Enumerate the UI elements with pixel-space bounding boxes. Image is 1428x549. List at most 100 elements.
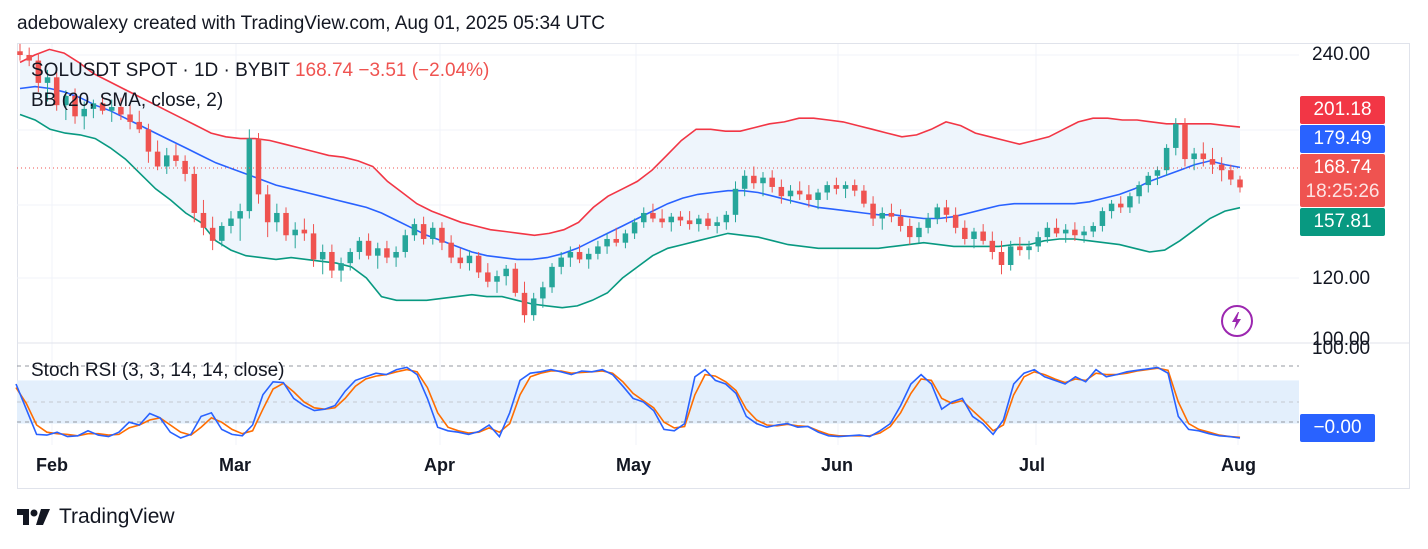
candle-body bbox=[659, 218, 665, 223]
candle-body bbox=[209, 227, 216, 241]
candle bbox=[26, 47, 32, 67]
candle bbox=[595, 240, 601, 260]
candle-body bbox=[962, 227, 968, 239]
candle bbox=[567, 246, 574, 267]
candle-body bbox=[264, 194, 271, 223]
stoch-legend[interactable]: Stoch RSI (3, 3, 14, 14, close) bbox=[31, 360, 285, 381]
candle bbox=[613, 227, 619, 247]
candle bbox=[237, 203, 243, 241]
candle-body bbox=[980, 231, 986, 241]
candle-body bbox=[182, 160, 188, 174]
candle bbox=[760, 172, 766, 197]
candle bbox=[815, 188, 821, 210]
candle bbox=[164, 147, 170, 174]
symbol-legend[interactable]: SOLUSDT SPOT · 1D · BYBIT 168.74 −3.51 (… bbox=[31, 60, 489, 82]
candle-body bbox=[329, 251, 335, 271]
candle-body bbox=[44, 77, 51, 83]
candle-body bbox=[439, 227, 445, 243]
candle bbox=[108, 99, 115, 122]
candle-body bbox=[521, 292, 528, 316]
candle-body bbox=[934, 207, 941, 219]
candle-body bbox=[824, 185, 830, 193]
candle bbox=[301, 218, 308, 241]
stoch-k-line bbox=[15, 366, 1241, 439]
candle-body bbox=[842, 185, 849, 189]
candle-body bbox=[925, 218, 931, 228]
candle-body bbox=[696, 218, 702, 225]
candle bbox=[916, 222, 922, 243]
candle bbox=[466, 250, 473, 271]
chart-frame[interactable] bbox=[17, 43, 1410, 489]
candle-body bbox=[650, 212, 656, 219]
candle bbox=[530, 292, 537, 321]
candle bbox=[44, 69, 51, 102]
candle bbox=[641, 207, 647, 228]
candle-body bbox=[503, 268, 509, 277]
candle bbox=[283, 207, 289, 241]
candle-body bbox=[173, 155, 179, 161]
candle-body bbox=[219, 225, 225, 241]
candle bbox=[888, 203, 895, 223]
candle bbox=[851, 179, 858, 197]
candle bbox=[576, 244, 583, 264]
candle bbox=[1118, 196, 1124, 213]
x-tick-jun: Jun bbox=[821, 455, 854, 475]
candle-body bbox=[1145, 175, 1152, 186]
candle-body bbox=[585, 253, 592, 260]
candle bbox=[1090, 222, 1096, 238]
candle-body bbox=[1218, 164, 1225, 171]
candle bbox=[943, 199, 950, 223]
tradingview-logo[interactable]: TradingView bbox=[17, 505, 175, 529]
bb-basis-line bbox=[19, 85, 1241, 261]
candle-body bbox=[751, 175, 757, 184]
bb-lower-tag: 157.81 bbox=[1300, 208, 1385, 236]
candle-body bbox=[485, 272, 491, 282]
candle-body bbox=[943, 207, 950, 215]
candle bbox=[723, 211, 730, 230]
candle-body bbox=[512, 268, 519, 293]
candle-body bbox=[53, 77, 60, 106]
stoch-tick-100: 100.00 bbox=[1312, 338, 1371, 359]
candle-body bbox=[952, 214, 959, 228]
candle bbox=[118, 97, 124, 121]
x-tick-aug: Aug bbox=[1221, 455, 1256, 475]
candle-body bbox=[1035, 237, 1041, 247]
tradingview-logo-icon bbox=[17, 509, 50, 525]
candle-body bbox=[1200, 153, 1207, 160]
candle-body bbox=[1099, 211, 1106, 226]
candle-body bbox=[1108, 203, 1115, 212]
candle-body bbox=[457, 257, 464, 264]
candle bbox=[503, 264, 509, 286]
lightning-icon[interactable] bbox=[1221, 305, 1253, 337]
bb-upper-line bbox=[19, 48, 1241, 237]
candle bbox=[255, 133, 262, 204]
candle-body bbox=[301, 229, 308, 234]
candle-body bbox=[1062, 229, 1069, 234]
candle bbox=[521, 281, 528, 323]
candle bbox=[907, 218, 913, 245]
bb-legend[interactable]: BB (20, SMA, close, 2) bbox=[31, 90, 224, 111]
candle bbox=[659, 209, 665, 228]
candle-body bbox=[668, 216, 675, 223]
y-tick-240: 240.00 bbox=[1312, 44, 1371, 65]
candle bbox=[806, 185, 812, 208]
candle-body bbox=[861, 190, 867, 204]
candle bbox=[485, 263, 491, 288]
candle-body bbox=[1191, 153, 1197, 160]
candle-body bbox=[108, 107, 115, 111]
candle bbox=[952, 207, 959, 234]
candle bbox=[365, 233, 372, 260]
candle-body bbox=[255, 138, 262, 195]
candle-body bbox=[1081, 231, 1087, 236]
candle-body bbox=[448, 242, 454, 258]
candle bbox=[1237, 175, 1243, 193]
candle bbox=[879, 207, 886, 230]
candle bbox=[989, 231, 996, 260]
candle bbox=[604, 233, 610, 254]
candle-body bbox=[631, 222, 638, 234]
candle bbox=[81, 101, 87, 130]
candle bbox=[540, 281, 546, 308]
candle-body bbox=[35, 60, 42, 83]
candle bbox=[1154, 166, 1161, 186]
